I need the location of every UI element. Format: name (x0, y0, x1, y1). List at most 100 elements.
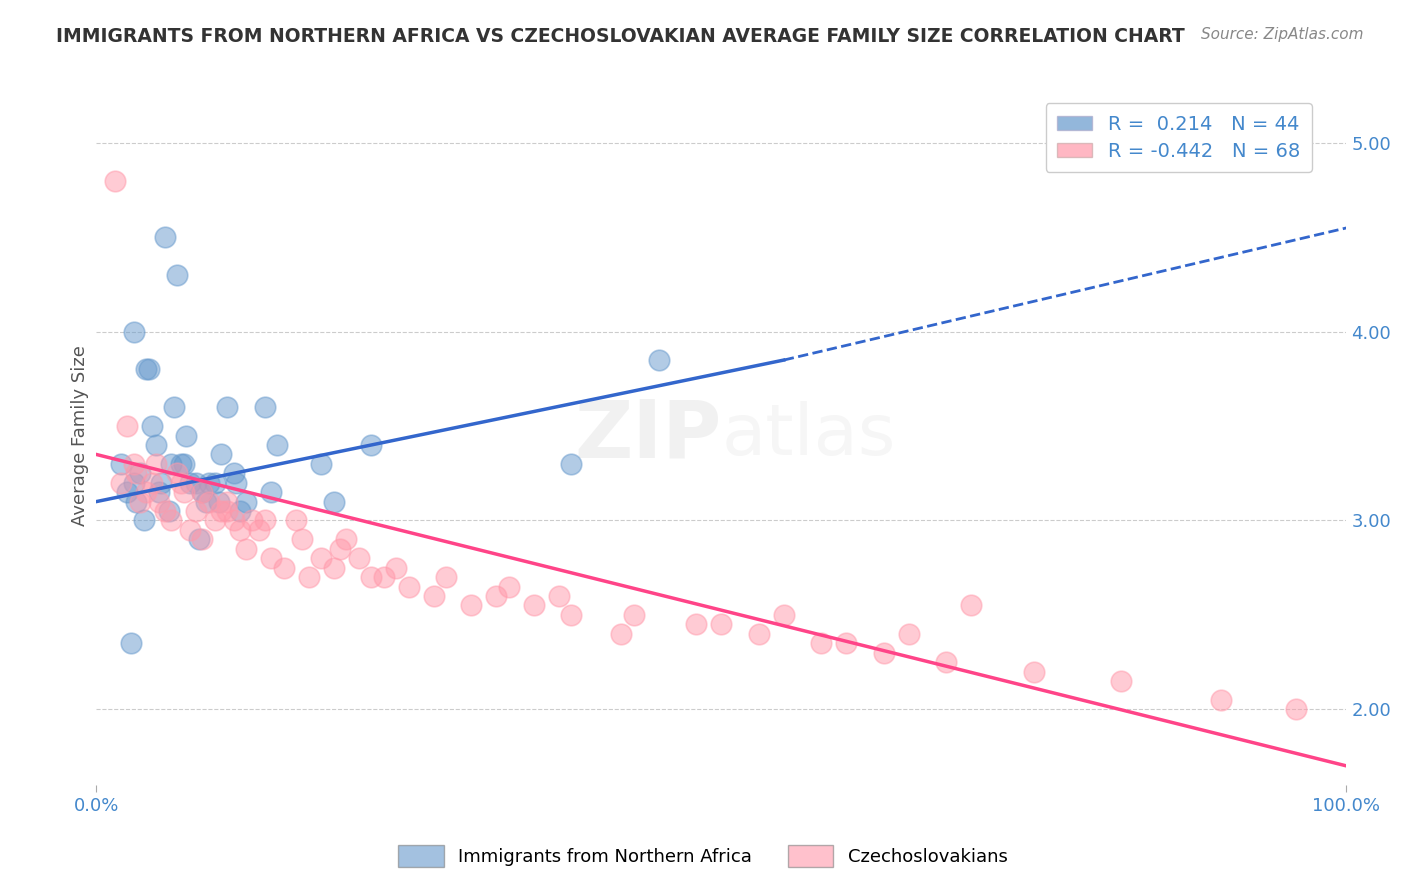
Point (335, 533, 357, 547)
Point (485, 589, 508, 603)
Text: atlas: atlas (721, 401, 896, 470)
Point (247, 523, 270, 537)
Point (460, 599, 482, 613)
Point (153, 230, 176, 244)
Point (197, 475, 219, 490)
Point (170, 475, 193, 490)
Point (170, 457, 193, 471)
Point (309, 457, 332, 471)
Point (285, 514, 308, 528)
Point (186, 504, 208, 518)
Point (710, 617, 733, 632)
Point (129, 467, 152, 481)
Point (132, 514, 155, 528)
Point (166, 268, 188, 282)
Point (209, 504, 232, 518)
Point (195, 494, 218, 508)
Point (125, 467, 148, 481)
Point (873, 646, 896, 660)
Point (191, 485, 214, 500)
Point (191, 485, 214, 500)
Point (560, 457, 582, 471)
Point (260, 485, 283, 500)
Point (291, 533, 314, 547)
Point (373, 570, 395, 584)
Point (122, 475, 145, 490)
Point (298, 570, 321, 584)
Point (322, 560, 344, 574)
Point (398, 580, 420, 594)
Y-axis label: Average Family Size: Average Family Size (72, 345, 89, 526)
Point (610, 626, 633, 640)
Point (173, 457, 195, 471)
Text: Source: ZipAtlas.com: Source: ZipAtlas.com (1201, 27, 1364, 42)
Point (222, 467, 245, 481)
Point (160, 514, 183, 528)
Point (498, 580, 520, 594)
Point (229, 523, 252, 537)
Point (104, 174, 127, 188)
Point (173, 485, 195, 500)
Point (148, 485, 170, 500)
Point (225, 475, 247, 490)
Point (347, 551, 370, 566)
Text: IMMIGRANTS FROM NORTHERN AFRICA VS CZECHOSLOVAKIAN AVERAGE FAMILY SIZE CORRELATI: IMMIGRANTS FROM NORTHERN AFRICA VS CZECH… (56, 27, 1185, 45)
Point (217, 401, 239, 415)
Point (835, 636, 858, 650)
Point (141, 475, 163, 490)
Point (135, 362, 157, 376)
Point (197, 494, 219, 508)
Point (209, 447, 232, 461)
Point (266, 438, 288, 452)
Point (253, 514, 276, 528)
Point (117, 419, 139, 434)
Point (260, 551, 283, 566)
Point (148, 494, 170, 508)
Point (385, 560, 408, 574)
Point (434, 570, 457, 584)
Point (145, 438, 167, 452)
Point (935, 655, 957, 669)
Point (122, 325, 145, 339)
Point (623, 607, 645, 622)
Point (157, 504, 180, 518)
Point (191, 533, 214, 547)
Point (360, 570, 382, 584)
Point (217, 494, 239, 508)
Point (560, 607, 582, 622)
Point (166, 467, 188, 481)
Point (222, 514, 245, 528)
Point (1285, 702, 1308, 716)
Point (1022, 665, 1045, 679)
Point (685, 617, 707, 632)
Point (748, 626, 770, 640)
Text: ZIP: ZIP (574, 397, 721, 475)
Point (135, 485, 157, 500)
Point (150, 475, 173, 490)
Point (810, 636, 832, 650)
Point (174, 428, 197, 442)
Point (120, 636, 142, 650)
Point (186, 475, 208, 490)
Point (160, 457, 183, 471)
Point (125, 494, 148, 508)
Point (138, 362, 160, 376)
Point (129, 494, 152, 508)
Point (235, 494, 257, 508)
Point (648, 353, 671, 368)
Point (179, 523, 201, 537)
Point (122, 457, 145, 471)
Point (897, 626, 920, 640)
Point (960, 599, 983, 613)
Point (204, 475, 226, 490)
Point (523, 599, 546, 613)
Point (422, 589, 444, 603)
Legend: R =  0.214   N = 44, R = -0.442   N = 68: R = 0.214 N = 44, R = -0.442 N = 68 (1046, 103, 1312, 172)
Point (208, 494, 231, 508)
Point (179, 475, 201, 490)
Point (235, 541, 257, 556)
Point (273, 560, 295, 574)
Legend: Immigrants from Northern Africa, Czechoslovakians: Immigrants from Northern Africa, Czechos… (391, 838, 1015, 874)
Point (547, 589, 569, 603)
Point (253, 401, 276, 415)
